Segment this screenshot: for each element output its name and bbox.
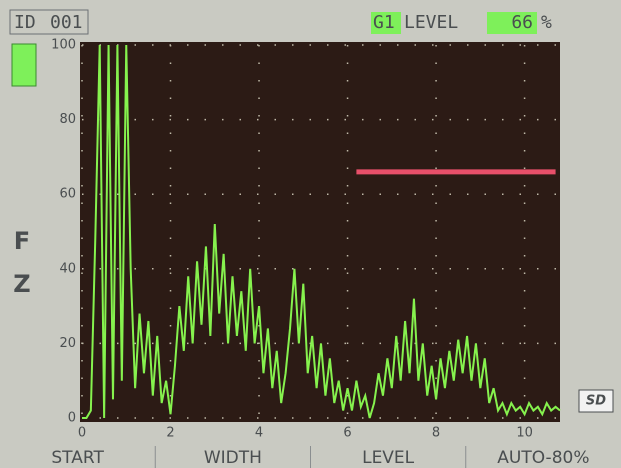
softkey-label: AUTO-80% — [497, 448, 589, 468]
gate-name: G1 — [373, 12, 395, 33]
y-tick-label: 40 — [59, 261, 76, 276]
id-value: 001 — [50, 12, 83, 33]
screen: ID 001 G1 LEVEL 66 % F Z SD START WIDTH LE… — [0, 0, 621, 468]
level-unit: % — [541, 12, 552, 33]
x-tick-label: 8 — [432, 426, 440, 441]
level-label: LEVEL — [404, 12, 458, 33]
level-value: 66 — [511, 12, 533, 33]
plot-area — [80, 42, 560, 422]
x-tick-label: 4 — [255, 426, 263, 441]
y-tick-label: 20 — [59, 336, 76, 351]
y-tick-label: 80 — [59, 112, 76, 127]
side-letter: F — [14, 227, 30, 255]
y-tick-label: 0 — [68, 411, 76, 426]
x-tick-label: 6 — [343, 426, 351, 441]
x-tick-label: 10 — [516, 426, 533, 441]
id-label: ID — [14, 12, 36, 33]
y-tick-label: 100 — [51, 38, 76, 53]
side-letter: Z — [13, 270, 30, 298]
x-tick-label: 2 — [166, 426, 174, 441]
sd-label: SD — [586, 394, 606, 409]
page: ID 001 G1 LEVEL 66 % F Z SD START WIDTH LE… — [0, 0, 621, 468]
x-tick-label: 0 — [78, 426, 86, 441]
softkey-label: WIDTH — [204, 448, 262, 468]
y-tick-label: 60 — [59, 187, 76, 202]
softkey-label: LEVEL — [362, 448, 415, 468]
probe-icon — [12, 44, 36, 86]
softkey-label: START — [51, 448, 104, 468]
